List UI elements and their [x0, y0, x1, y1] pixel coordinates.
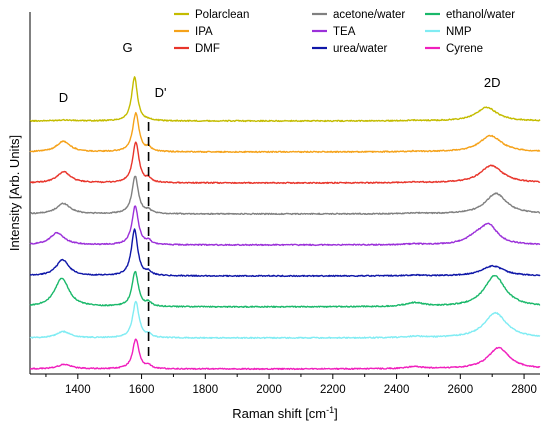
x-tick-label-1400: 1400 — [65, 384, 91, 396]
spectrum-polarclean — [29, 76, 541, 123]
legend-label-urea-water: urea/water — [333, 43, 388, 55]
spectrum-ethanol-water — [29, 270, 541, 309]
spectrum-cyrene — [29, 338, 541, 371]
annotation-2d: 2D — [484, 75, 501, 90]
x-tick-label-1800: 1800 — [193, 384, 219, 396]
legend: Polarclean IPA DMF acetone/water TEA urea/wat… — [174, 9, 515, 55]
x-tick-label-2200: 2200 — [320, 384, 346, 396]
axes: 1400 1600 1800 2000 2200 2400 2600 2800 — [29, 12, 540, 396]
x-tick-label-2600: 2600 — [448, 384, 474, 396]
legend-label-tea: TEA — [333, 26, 356, 38]
legend-label-nmp: NMP — [446, 26, 472, 38]
legend-label-acetone-water: acetone/water — [333, 9, 405, 21]
spectrum-acetone-water — [29, 175, 541, 216]
x-tick-label-1600: 1600 — [129, 384, 155, 396]
y-axis-title: Intensity [Arb. Units] — [7, 135, 22, 251]
spectrum-ipa — [29, 111, 541, 154]
annotation-g: G — [122, 40, 132, 55]
x-tick-label-2000: 2000 — [256, 384, 282, 396]
x-ticks: 1400 1600 1800 2000 2200 2400 2600 2800 — [45, 374, 537, 396]
legend-label-polarclean: Polarclean — [195, 9, 249, 21]
spectrum-urea-water — [29, 228, 541, 278]
annotation-dprime: D' — [155, 85, 167, 100]
spectrum-nmp — [29, 300, 541, 340]
legend-label-cyrene: Cyrene — [446, 43, 483, 55]
legend-label-ipa: IPA — [195, 26, 213, 38]
annotation-d: D — [59, 90, 68, 105]
peak-annotations: D G D' 2D — [59, 40, 501, 362]
x-tick-label-2400: 2400 — [384, 384, 410, 396]
spectrum-tea — [29, 205, 541, 247]
x-axis-title: Raman shift [cm-1] — [232, 405, 338, 421]
x-tick-label-2800: 2800 — [511, 384, 537, 396]
spectrum-dmf — [29, 141, 541, 185]
legend-label-dmf: DMF — [195, 43, 220, 55]
legend-label-ethanol-water: ethanol/water — [446, 9, 515, 21]
spectra — [29, 76, 541, 371]
